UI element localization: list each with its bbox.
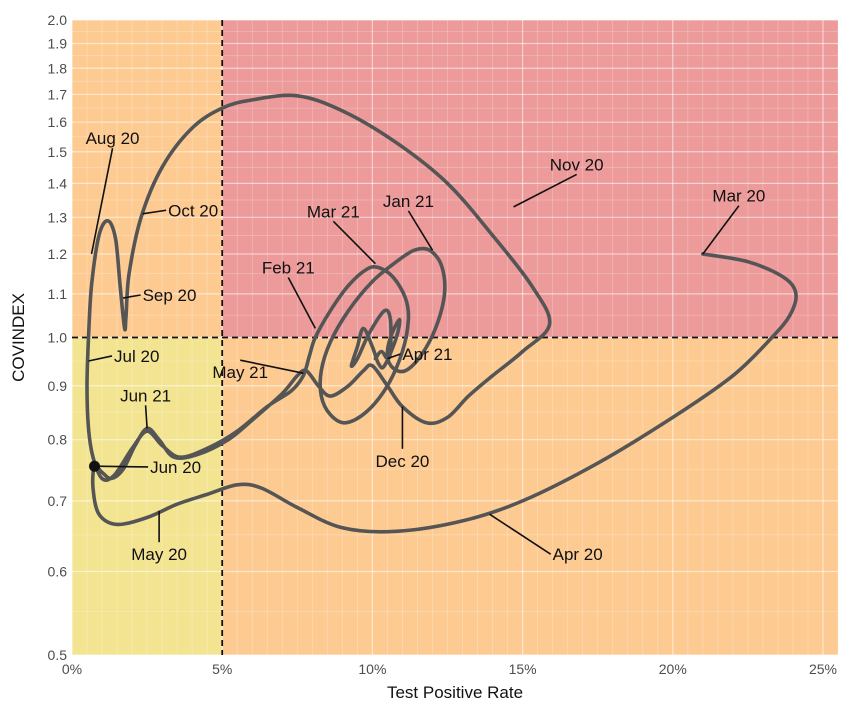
y-axis-title: COVINDEX [9, 293, 28, 382]
region-high-high [222, 20, 839, 338]
annotation-label: Dec 20 [375, 452, 429, 471]
y-tick-label: 1.9 [48, 35, 68, 51]
annotation-leader [513, 173, 578, 208]
annotation-label: Jan 21 [383, 192, 434, 211]
trajectory-line [85, 93, 798, 534]
annotation-label: Mar 21 [307, 202, 360, 221]
annotation-leader [122, 294, 141, 299]
month-annotations: Mar 20 Apr 20 May 20 Jun 20 Jul 20 Aug 20 Sep … [86, 129, 766, 564]
annotation-leader [144, 405, 148, 429]
annotation-leader [489, 513, 552, 555]
y-tick-label: 2.0 [48, 12, 68, 28]
annotation-leader [702, 205, 740, 255]
annotation-label: Apr 21 [402, 345, 452, 364]
y-tick-label: 0.6 [48, 563, 68, 579]
threshold-lines [72, 20, 838, 655]
annotation-label: Apr 20 [553, 545, 603, 564]
annotation-label: Feb 21 [262, 258, 315, 277]
annotation-label: Nov 20 [550, 155, 604, 174]
x-axis-ticks: 0% 5% 10% 15% 20% 25% [62, 661, 837, 677]
annotation-leader [332, 220, 376, 265]
annotation-label: May 20 [131, 545, 187, 564]
annotation-label: Aug 20 [86, 129, 140, 148]
y-tick-label: 0.7 [48, 493, 68, 509]
y-tick-label: 1.4 [48, 175, 68, 191]
annotation-leader [88, 355, 113, 362]
y-tick-label: 0.9 [48, 378, 68, 394]
y-tick-label: 1.2 [48, 246, 68, 262]
annotation-label: Jul 20 [114, 347, 159, 366]
y-tick-label: 1.3 [48, 209, 68, 225]
y-tick-label: 1.8 [48, 60, 68, 76]
x-tick-label: 0% [62, 661, 82, 677]
annotation-leader [287, 277, 317, 329]
annotation-leader [94, 465, 149, 468]
x-tick-label: 20% [659, 661, 687, 677]
x-tick-label: 5% [212, 661, 232, 677]
annotation-label: Jun 20 [150, 458, 201, 477]
x-tick-label: 15% [509, 661, 537, 677]
y-axis-ticks: 0.5 0.6 0.7 0.8 0.9 1.0 1.1 1.2 1.3 1.4 1.5 1.6 1.7 1… [48, 12, 68, 663]
y-tick-label: 0.8 [48, 432, 68, 448]
annotation-leader [387, 353, 401, 360]
region-low-high [72, 20, 223, 338]
annotation-leader [240, 359, 304, 374]
y-tick-label: 1.1 [48, 286, 68, 302]
annotation-label: May 21 [212, 363, 268, 382]
x-tick-label: 25% [809, 661, 837, 677]
annotation-label: Sep 20 [143, 286, 197, 305]
y-tick-label: 1.5 [48, 144, 68, 160]
y-tick-label: 1.7 [48, 86, 68, 102]
x-tick-label: 10% [358, 661, 386, 677]
y-tick-label: 1.6 [48, 114, 68, 130]
annotation-leader [142, 209, 167, 215]
y-tick-label: 0.5 [48, 647, 68, 663]
risk-regions [72, 20, 839, 655]
y-tick-label: 1.0 [48, 330, 68, 346]
annotation-label: Oct 20 [168, 201, 218, 220]
annotation-label: Mar 20 [712, 187, 765, 206]
annotation-label: Jun 21 [120, 386, 171, 405]
x-axis-title: Test Positive Rate [387, 683, 523, 702]
annotation-leader [407, 210, 434, 251]
annotation-leader [90, 148, 114, 255]
